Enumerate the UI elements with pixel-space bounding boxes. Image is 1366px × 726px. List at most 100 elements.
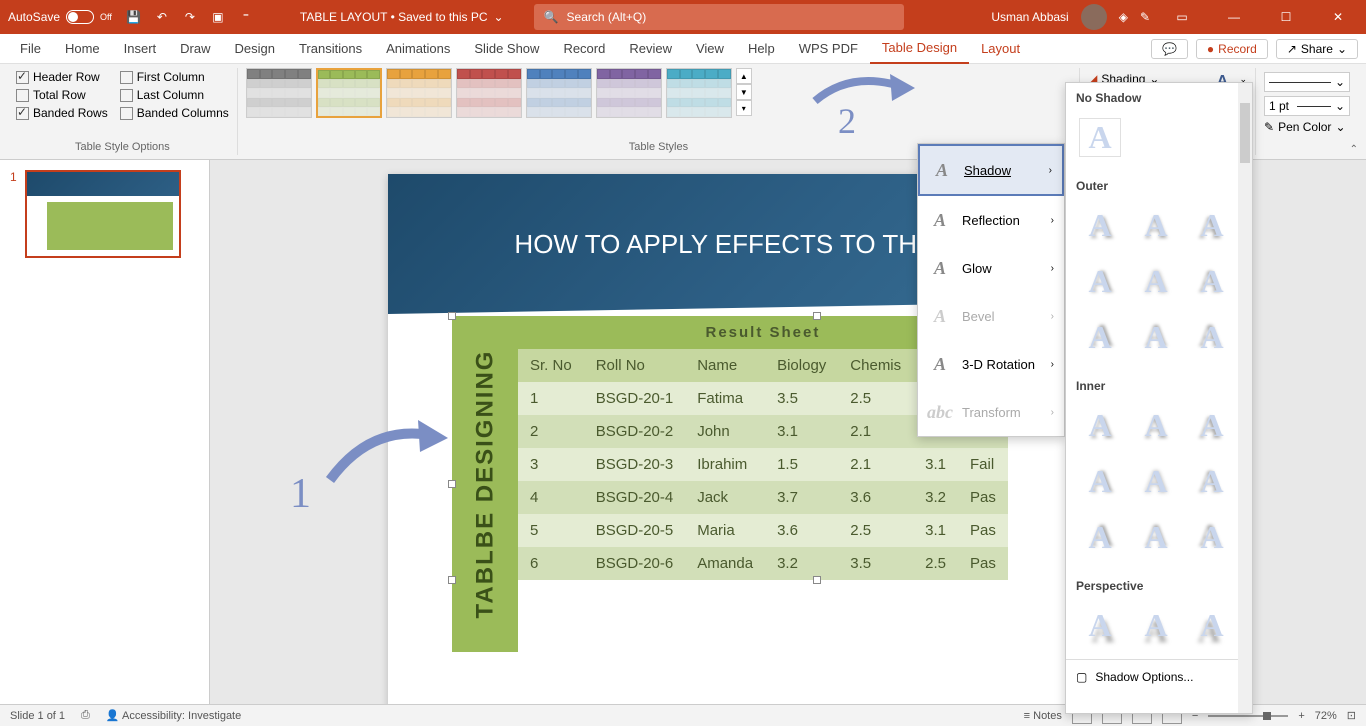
tab-transitions[interactable]: Transitions [287,34,374,64]
tab-home[interactable]: Home [53,34,112,64]
autosave-toggle[interactable]: AutoSave Off [0,10,120,24]
table-style-option[interactable] [386,68,452,118]
shadow-option[interactable]: A [1188,601,1236,649]
comments-button[interactable]: 💬 [1151,39,1188,59]
slide-thumbnail-1[interactable] [25,170,181,258]
tab-record[interactable]: Record [551,34,617,64]
table-style-option[interactable] [316,68,382,118]
shadow-option[interactable]: A [1188,257,1236,305]
shadow-option[interactable]: A [1076,201,1124,249]
scrollbar[interactable] [1238,83,1252,713]
shadow-option[interactable]: A [1132,401,1180,449]
shadow-option[interactable]: A [1076,401,1124,449]
table-style-option[interactable] [456,68,522,118]
tab-slideshow[interactable]: Slide Show [462,34,551,64]
banded-columns-checkbox[interactable]: Banded Columns [120,106,229,120]
shadow-option[interactable]: A [1132,201,1180,249]
table-row[interactable]: 4BSGD-20-4Jack3.73.63.2Pas [518,481,1008,514]
pen-color-button[interactable]: ✎ Pen Color ⌄ [1264,120,1350,134]
banded-rows-checkbox[interactable]: Banded Rows [16,106,108,120]
search-input[interactable] [567,10,894,24]
table-style-option[interactable] [596,68,662,118]
header-row-checkbox[interactable]: Header Row [16,70,108,84]
tab-file[interactable]: File [8,34,53,64]
selection-handle[interactable] [448,312,456,320]
tab-review[interactable]: Review [617,34,684,64]
gallery-more[interactable]: ▾ [736,100,752,116]
user-avatar[interactable] [1081,4,1107,30]
slide-count[interactable]: Slide 1 of 1 [10,710,65,722]
shadow-option[interactable]: A [1076,601,1124,649]
table-style-option[interactable] [246,68,312,118]
undo-icon[interactable]: ↶ [152,7,172,27]
tab-design[interactable]: Design [223,34,287,64]
effects-item-shadow[interactable]: AShadow› [918,144,1064,196]
toggle-switch[interactable] [66,10,94,24]
shadow-option[interactable]: A [1188,401,1236,449]
shadow-option-none[interactable]: A [1076,113,1124,161]
collapse-ribbon-icon[interactable]: ⌃ [1350,144,1358,155]
table-style-option[interactable] [666,68,732,118]
record-button[interactable]: ● Record [1196,39,1268,59]
gallery-down[interactable]: ▼ [736,84,752,100]
accessibility-status[interactable]: 👤 Accessibility: Investigate [106,709,241,722]
gallery-up[interactable]: ▲ [736,68,752,84]
search-box[interactable]: 🔍 [534,4,904,30]
tab-view[interactable]: View [684,34,736,64]
shadow-option[interactable]: A [1132,313,1180,361]
pen-icon[interactable]: ✎ [1140,10,1150,24]
effects-item-drotation[interactable]: A3-D Rotation› [918,340,1064,388]
maximize-button[interactable]: ☐ [1266,0,1306,34]
redo-icon[interactable]: ↷ [180,7,200,27]
tab-help[interactable]: Help [736,34,787,64]
zoom-slider[interactable] [1208,715,1288,717]
tab-wpspdf[interactable]: WPS PDF [787,34,870,64]
tab-table-design[interactable]: Table Design [870,34,969,64]
shadow-option[interactable]: A [1076,457,1124,505]
tab-draw[interactable]: Draw [168,34,222,64]
save-icon[interactable]: 💾 [124,7,144,27]
tab-insert[interactable]: Insert [112,34,169,64]
zoom-in-button[interactable]: + [1298,710,1304,722]
effects-item-glow[interactable]: AGlow› [918,244,1064,292]
shadow-option[interactable]: A [1132,257,1180,305]
table-style-option[interactable] [526,68,592,118]
shadow-option[interactable]: A [1188,313,1236,361]
notes-button[interactable]: ≡ Notes [1024,710,1062,722]
last-column-checkbox[interactable]: Last Column [120,88,229,102]
tab-animations[interactable]: Animations [374,34,462,64]
selection-handle[interactable] [813,312,821,320]
share-button[interactable]: ↗ Share ⌄ [1276,39,1358,59]
shadow-options-button[interactable]: ▢ Shadow Options... [1066,659,1252,694]
selection-handle[interactable] [448,576,456,584]
effects-item-reflection[interactable]: AReflection› [918,196,1064,244]
table-row[interactable]: 5BSGD-20-5Maria3.62.53.1Pas [518,514,1008,547]
table-row[interactable]: 6BSGD-20-6Amanda3.23.52.5Pas [518,547,1008,580]
minimize-button[interactable]: — [1214,0,1254,34]
shadow-option[interactable]: A [1076,313,1124,361]
shadow-option[interactable]: A [1188,513,1236,561]
shadow-option[interactable]: A [1076,257,1124,305]
shadow-option[interactable]: A [1132,513,1180,561]
shadow-option[interactable]: A [1188,457,1236,505]
pen-style-dropdown[interactable]: ⌄ [1264,72,1350,92]
total-row-checkbox[interactable]: Total Row [16,88,108,102]
zoom-level[interactable]: 72% [1315,710,1337,722]
first-column-checkbox[interactable]: First Column [120,70,229,84]
language-icon[interactable]: ⎙ [81,709,90,722]
shadow-option[interactable]: A [1188,201,1236,249]
document-title[interactable]: TABLE LAYOUT • Saved to this PC ⌄ [300,10,504,24]
fit-button[interactable]: ⊡ [1347,709,1356,722]
pen-weight-dropdown[interactable]: 1 pt⌄ [1264,96,1350,116]
table-row[interactable]: 3BSGD-20-3Ibrahim1.52.13.1Fail [518,448,1008,481]
tab-layout[interactable]: Layout [969,34,1032,64]
selection-handle[interactable] [813,576,821,584]
diamond-icon[interactable]: ◈ [1119,10,1128,24]
present-icon[interactable]: ▣ [208,7,228,27]
selection-handle[interactable] [448,480,456,488]
qat-dropdown-icon[interactable]: ⁼ [236,7,256,27]
shadow-option[interactable]: A [1132,601,1180,649]
shadow-option[interactable]: A [1132,457,1180,505]
user-name[interactable]: Usman Abbasi [991,10,1068,24]
shadow-option[interactable]: A [1076,513,1124,561]
